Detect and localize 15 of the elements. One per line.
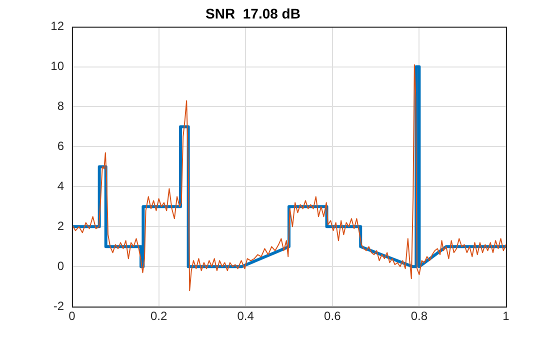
x-tick-label: 0.2: [150, 309, 168, 324]
y-tick-label: -2: [53, 298, 64, 313]
x-tick-label: 0.8: [410, 309, 428, 324]
y-tick-label: 0: [57, 258, 64, 273]
x-tick-label: 0.6: [324, 309, 342, 324]
y-tick-label: 2: [57, 218, 64, 233]
x-tick-label: 0.4: [237, 309, 254, 324]
y-tick-label: 12: [50, 19, 64, 34]
y-tick-label: 4: [57, 179, 64, 193]
y-tick-label: 10: [50, 59, 64, 74]
x-tick-label: 0: [68, 309, 76, 324]
chart-title: SNR 17.08 dB: [206, 5, 300, 22]
y-tick-label: 8: [57, 99, 64, 114]
x-tick-label: 1: [502, 309, 510, 324]
y-tick-label: 6: [57, 139, 64, 154]
